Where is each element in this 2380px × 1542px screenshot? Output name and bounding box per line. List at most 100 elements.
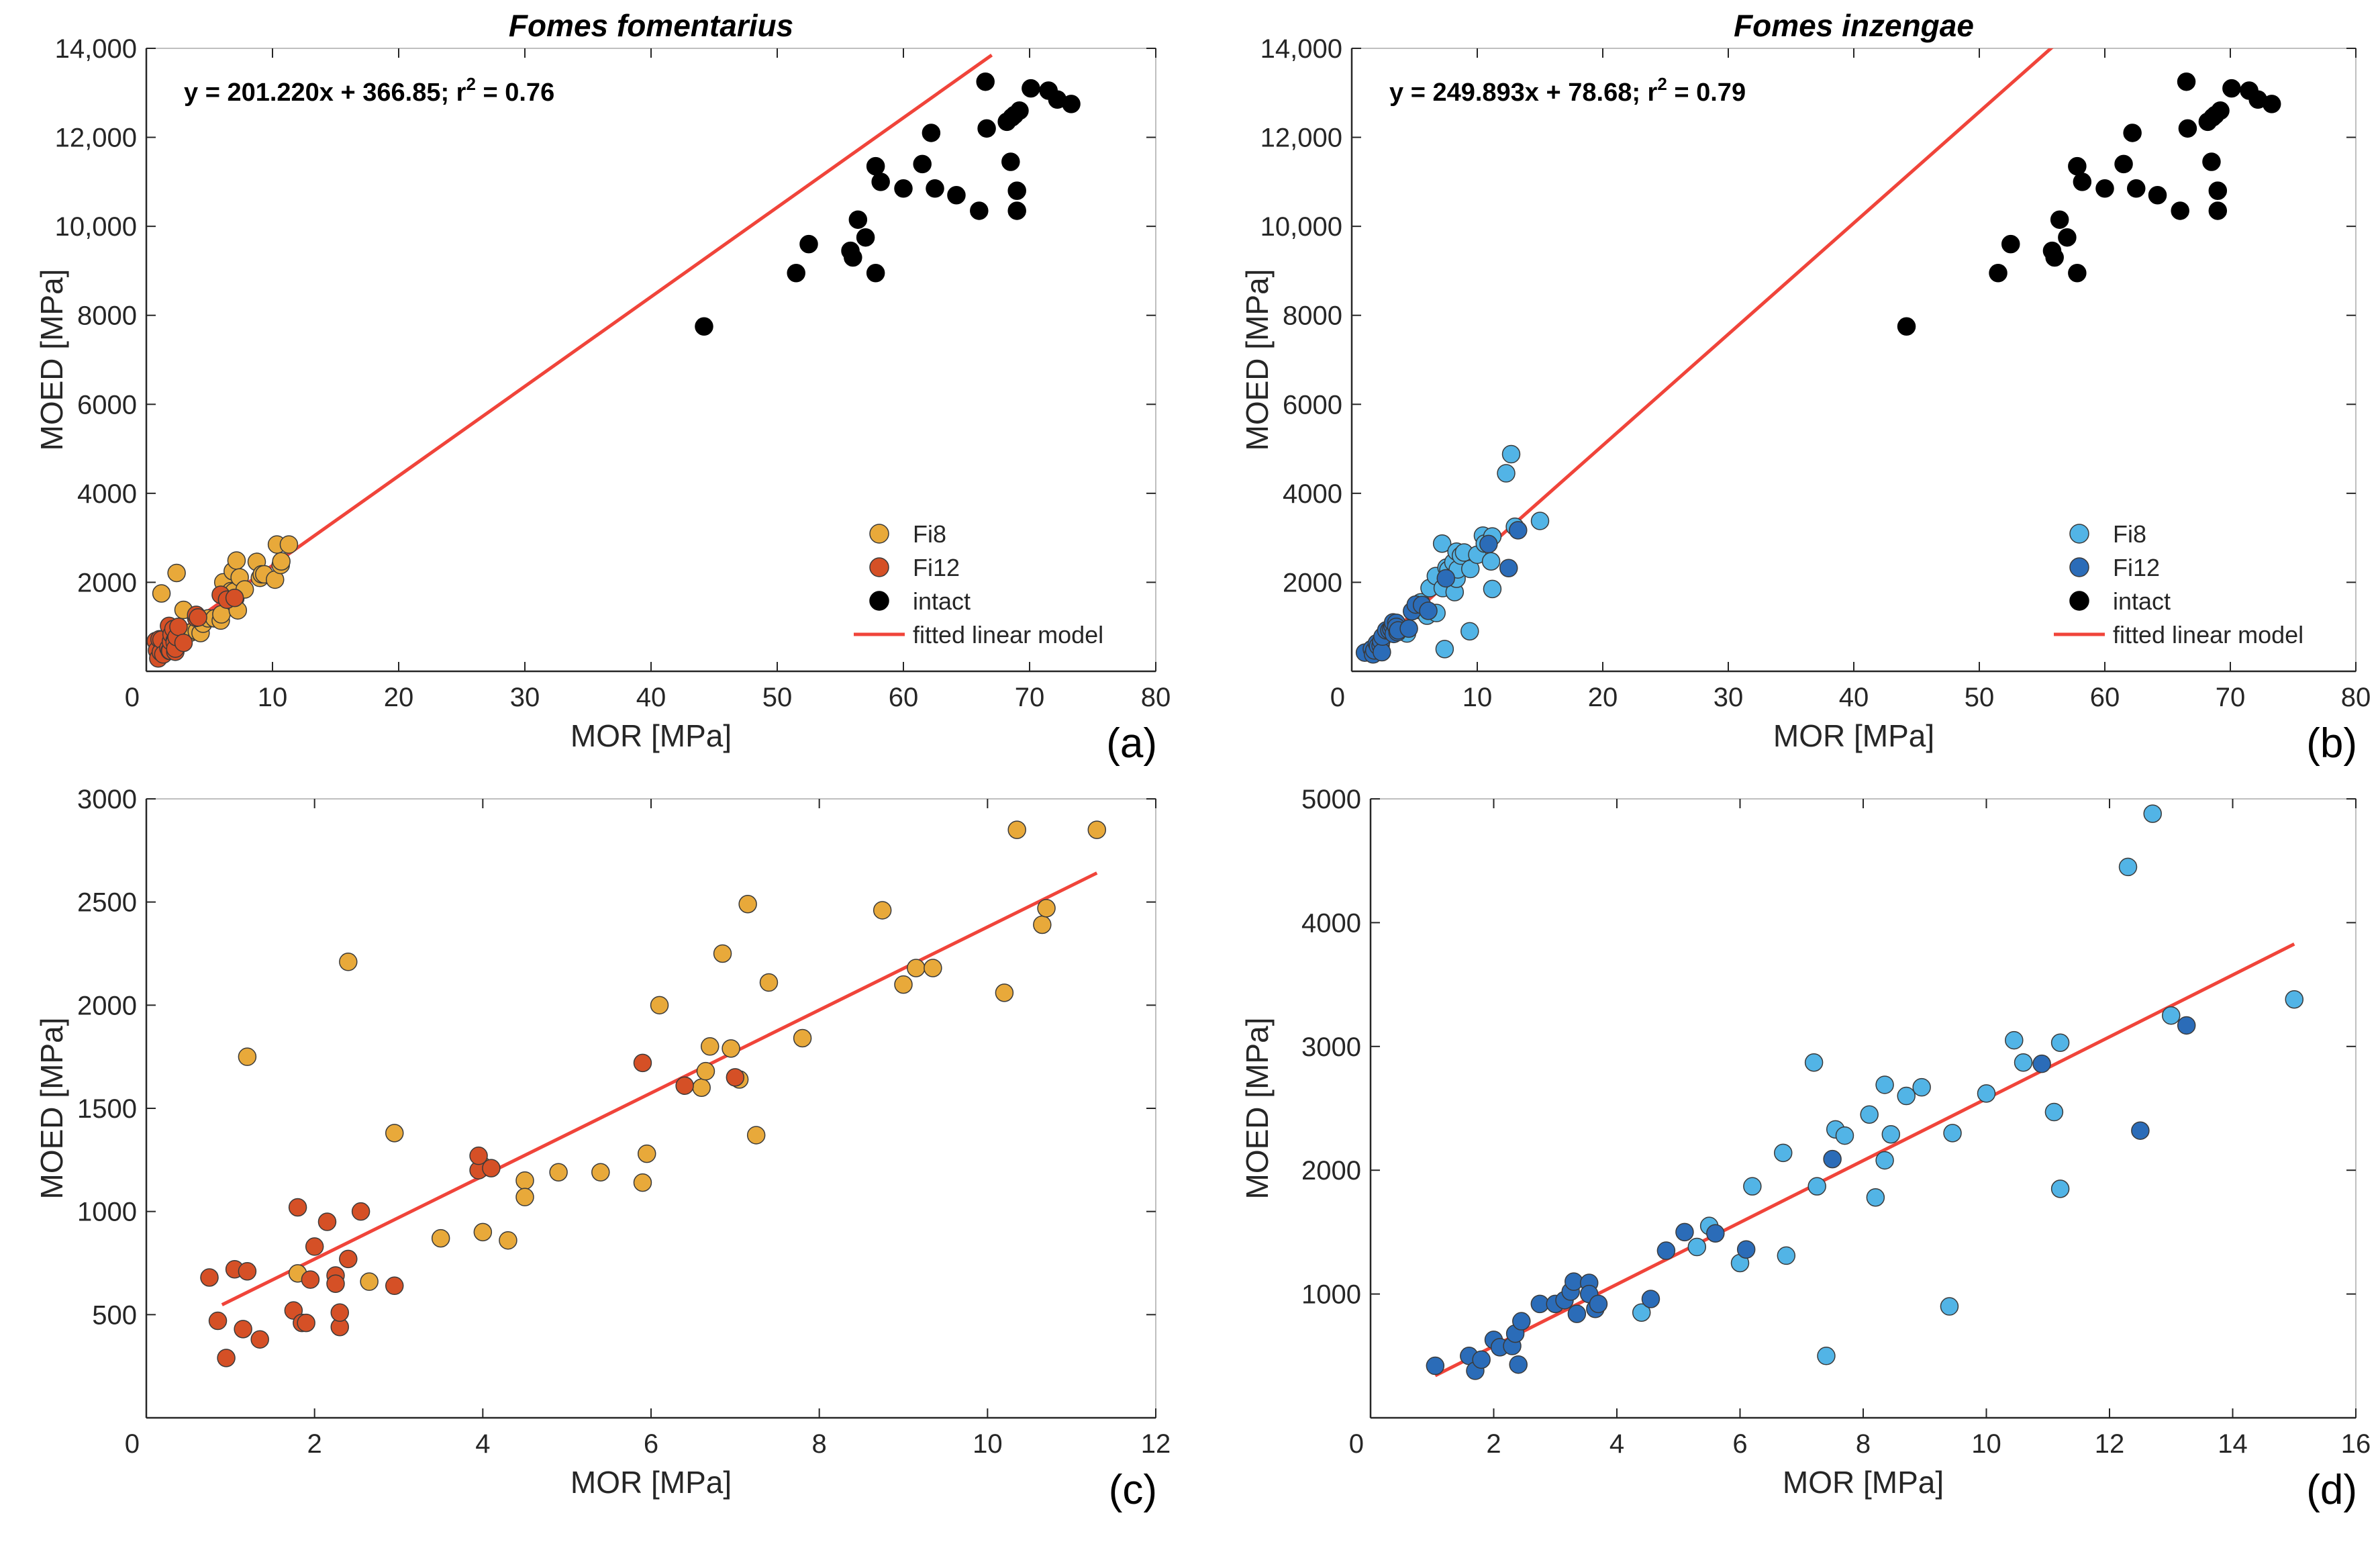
data-point — [650, 996, 669, 1015]
data-point — [339, 953, 358, 971]
data-point — [2131, 1121, 2150, 1140]
data-point — [272, 552, 291, 571]
fit-line — [170, 53, 993, 639]
data-point — [799, 234, 818, 254]
data-point — [2177, 72, 2196, 91]
data-point — [913, 154, 932, 174]
data-point — [330, 1303, 350, 1322]
data-point — [1509, 521, 1528, 540]
x-tick-label: 4 — [1609, 1429, 1624, 1459]
data-point — [351, 1202, 370, 1221]
data-point — [1589, 1294, 1608, 1314]
data-point — [787, 263, 805, 283]
y-tick-label: 14,000 — [1260, 34, 1342, 64]
data-point — [174, 633, 193, 653]
y-tick-label: 8000 — [77, 301, 137, 331]
y-tick-label: 1500 — [77, 1094, 137, 1124]
legend-label: intact — [2113, 587, 2171, 615]
y-tick-label: 12,000 — [55, 124, 137, 153]
data-point — [1823, 1149, 1842, 1169]
data-point — [977, 119, 996, 138]
data-point — [1087, 820, 1107, 839]
data-point — [2050, 1033, 2070, 1053]
data-point — [2171, 201, 2189, 220]
data-point — [2068, 156, 2087, 176]
data-point — [995, 983, 1014, 1002]
plot-area — [146, 798, 1156, 1418]
data-point — [279, 535, 299, 554]
y-tick-label: 10,000 — [55, 212, 137, 242]
panel-label: (a) — [1106, 720, 1157, 767]
y-tick-label: 500 — [92, 1300, 137, 1330]
legend: Fi8 Fi12 intact fitted linear model — [2054, 520, 2303, 648]
x-tick-label: 50 — [762, 683, 793, 712]
data-point — [793, 1028, 812, 1048]
data-point — [301, 1270, 320, 1289]
data-point — [1483, 579, 1502, 599]
series-fi12 — [1355, 521, 1528, 664]
data-point — [2050, 210, 2069, 229]
data-point — [1062, 95, 1081, 113]
data-point — [1897, 317, 1916, 336]
chart-title: Fomes inzengae — [1734, 8, 1974, 43]
data-point — [1943, 1124, 1962, 1143]
data-point — [2127, 179, 2146, 198]
y-tick-label: 4000 — [1283, 479, 1342, 509]
data-point — [385, 1124, 404, 1143]
data-point — [1835, 1126, 1854, 1145]
data-point — [947, 185, 966, 205]
data-point — [1940, 1297, 1959, 1316]
y-tick-label: 6000 — [1283, 390, 1342, 420]
y-tick-label: 6000 — [77, 390, 137, 420]
data-point — [1472, 1350, 1491, 1369]
x-tick-label: 8 — [812, 1429, 827, 1459]
data-point — [152, 584, 171, 603]
data-point — [515, 1171, 534, 1190]
legend-marker — [869, 524, 889, 544]
data-point — [2032, 1054, 2051, 1073]
data-point — [1817, 1347, 1836, 1365]
series-fi8 — [1632, 804, 2303, 1365]
data-point — [871, 173, 890, 191]
data-point — [2095, 179, 2114, 198]
panel-a: 0 10 20 30 40 50 60 70 80 2000 4000 6000 8000 10,000 1… — [34, 8, 1171, 767]
x-tick-label: 50 — [1965, 683, 1995, 712]
y-tick-label: 2000 — [77, 568, 137, 597]
y-axis-label: MOED [MPa] — [1240, 1018, 1275, 1200]
data-point — [637, 1144, 656, 1163]
legend-marker — [2069, 524, 2089, 544]
data-point — [473, 1222, 493, 1242]
x-tick-label: 20 — [1588, 683, 1618, 712]
data-point — [200, 1268, 219, 1287]
data-point — [326, 1274, 345, 1293]
data-point — [1435, 640, 1454, 659]
data-point — [1007, 201, 1026, 220]
data-point — [1530, 512, 1550, 530]
fit-line — [1434, 943, 2295, 1378]
series-fi12 — [1426, 1016, 2196, 1380]
data-point — [317, 1212, 337, 1231]
legend-label: Fi8 — [913, 520, 946, 548]
data-point — [1436, 569, 1455, 588]
data-point — [894, 975, 913, 994]
y-tick-label: 14,000 — [55, 34, 137, 64]
data-point — [189, 608, 207, 627]
data-point — [1777, 1246, 1796, 1265]
data-point — [1033, 915, 1052, 934]
data-point — [1743, 1177, 1762, 1196]
data-point — [208, 1311, 228, 1331]
data-point — [700, 1037, 720, 1056]
legend-marker — [2069, 591, 2089, 611]
y-tick-label: 2500 — [77, 888, 137, 918]
data-point — [1897, 1086, 1916, 1106]
y-tick-label: 1000 — [77, 1198, 137, 1227]
x-tick-label: 20 — [384, 683, 414, 712]
x-tick-label: 6 — [1732, 1429, 1747, 1459]
data-point — [238, 1262, 257, 1281]
data-point — [1037, 899, 1056, 918]
legend-marker — [2069, 557, 2089, 577]
plot-area — [146, 48, 1156, 672]
data-point — [1567, 1304, 1587, 1323]
data-point — [2202, 152, 2221, 171]
